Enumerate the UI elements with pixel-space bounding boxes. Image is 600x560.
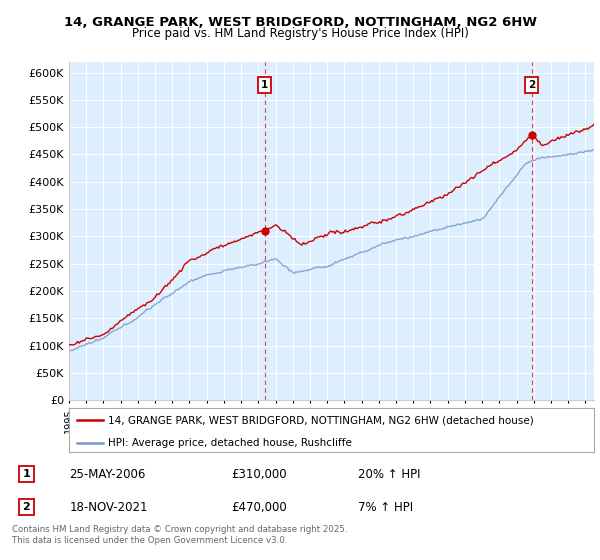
Text: 1: 1 xyxy=(23,469,30,479)
Text: Price paid vs. HM Land Registry's House Price Index (HPI): Price paid vs. HM Land Registry's House … xyxy=(131,27,469,40)
Text: 1: 1 xyxy=(261,80,269,90)
Text: 14, GRANGE PARK, WEST BRIDGFORD, NOTTINGHAM, NG2 6HW (detached house): 14, GRANGE PARK, WEST BRIDGFORD, NOTTING… xyxy=(109,415,534,425)
Text: 18-NOV-2021: 18-NOV-2021 xyxy=(70,501,148,514)
Text: £470,000: £470,000 xyxy=(231,501,287,514)
Text: 7% ↑ HPI: 7% ↑ HPI xyxy=(358,501,413,514)
Text: Contains HM Land Registry data © Crown copyright and database right 2025.
This d: Contains HM Land Registry data © Crown c… xyxy=(12,525,347,545)
Text: HPI: Average price, detached house, Rushcliffe: HPI: Average price, detached house, Rush… xyxy=(109,437,352,447)
Text: 20% ↑ HPI: 20% ↑ HPI xyxy=(358,468,420,480)
Text: 25-MAY-2006: 25-MAY-2006 xyxy=(70,468,146,480)
Text: 14, GRANGE PARK, WEST BRIDGFORD, NOTTINGHAM, NG2 6HW: 14, GRANGE PARK, WEST BRIDGFORD, NOTTING… xyxy=(64,16,536,29)
Text: £310,000: £310,000 xyxy=(231,468,287,480)
Text: 2: 2 xyxy=(23,502,30,512)
Text: 2: 2 xyxy=(528,80,535,90)
